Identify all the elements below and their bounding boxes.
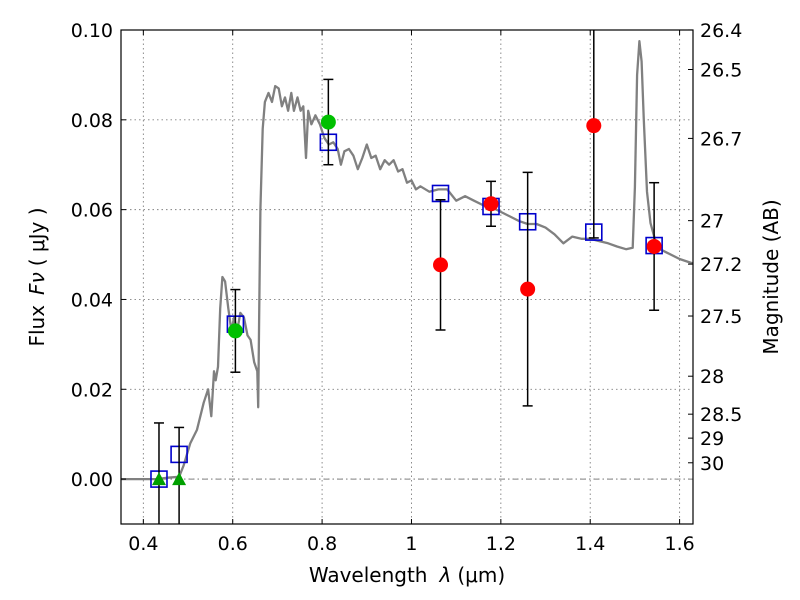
y-axis-title: Flux Fν ( μJy ) [25, 207, 49, 346]
y-tick-label: 0.06 [71, 200, 113, 222]
x-axis-title: Wavelength λ (μm) [309, 563, 505, 587]
x-tick-label: 1.4 [575, 533, 605, 555]
observed-flux-point [227, 323, 243, 339]
x-axis-title-unit: (μm) [457, 563, 505, 587]
x-tick-label: 0.8 [307, 533, 337, 555]
magnitude-axis-title: Magnitude (AB) [759, 199, 783, 354]
magnitude-tick-label: 28 [700, 366, 724, 388]
y-tick-label: 0.08 [71, 110, 113, 132]
magnitude-tick-label: 27 [700, 211, 724, 233]
magnitude-tick-label: 26.4 [700, 20, 742, 42]
y-tick-label: 0.02 [71, 379, 113, 401]
x-axis-title-symbol: λ [439, 563, 452, 587]
x-axis-title-prefix: Wavelength [309, 563, 428, 587]
observed-photometry-points [151, 30, 662, 524]
y-tick-label: 0.00 [71, 469, 113, 491]
observed-flux-point [520, 281, 536, 297]
observed-flux-point [483, 196, 499, 212]
x-tick-label: 1.6 [664, 533, 694, 555]
observed-flux-point [586, 118, 602, 134]
magnitude-tick-label: 28.5 [700, 404, 742, 426]
x-tick-label: 1.2 [486, 533, 516, 555]
magnitude-tick-label: 29 [700, 428, 724, 450]
y-axis-title-prefix: Flux [25, 305, 49, 347]
x-tick-label: 0.6 [218, 533, 248, 555]
magnitude-tick-label: 30 [700, 453, 724, 475]
magnitude-tick-label: 26.5 [700, 59, 742, 81]
observed-flux-point [433, 257, 449, 273]
upper-limit-triangle [151, 472, 166, 486]
upper-limit-triangle [172, 472, 187, 486]
y-axis-title-unit: ( μJy ) [25, 207, 49, 266]
x-axis-ticks: 0.4 0.6 0.8 1 1.2 1.4 1.6 [128, 30, 695, 555]
y-axis-title-symbol: Fν [25, 272, 49, 295]
plot-background [121, 30, 693, 524]
y-axis-ticks: 0.00 0.02 0.04 0.06 0.08 0.10 [71, 20, 126, 491]
x-tick-label: 0.4 [128, 533, 158, 555]
y-tick-label: 0.04 [71, 289, 113, 311]
magnitude-tick-label: 26.7 [700, 128, 742, 150]
magnitude-axis-ticks: 26.4 26.5 26.7 27 27.2 27.5 28 28.529 30 [688, 20, 742, 475]
observed-flux-point [320, 114, 336, 130]
observed-flux-point [646, 238, 662, 254]
x-tick-label: 1 [405, 533, 417, 555]
magnitude-tick-label: 27.2 [700, 254, 742, 276]
magnitude-tick-label: 27.5 [700, 306, 742, 328]
plot-frame [120, 29, 694, 525]
y-tick-label: 0.10 [71, 20, 113, 42]
